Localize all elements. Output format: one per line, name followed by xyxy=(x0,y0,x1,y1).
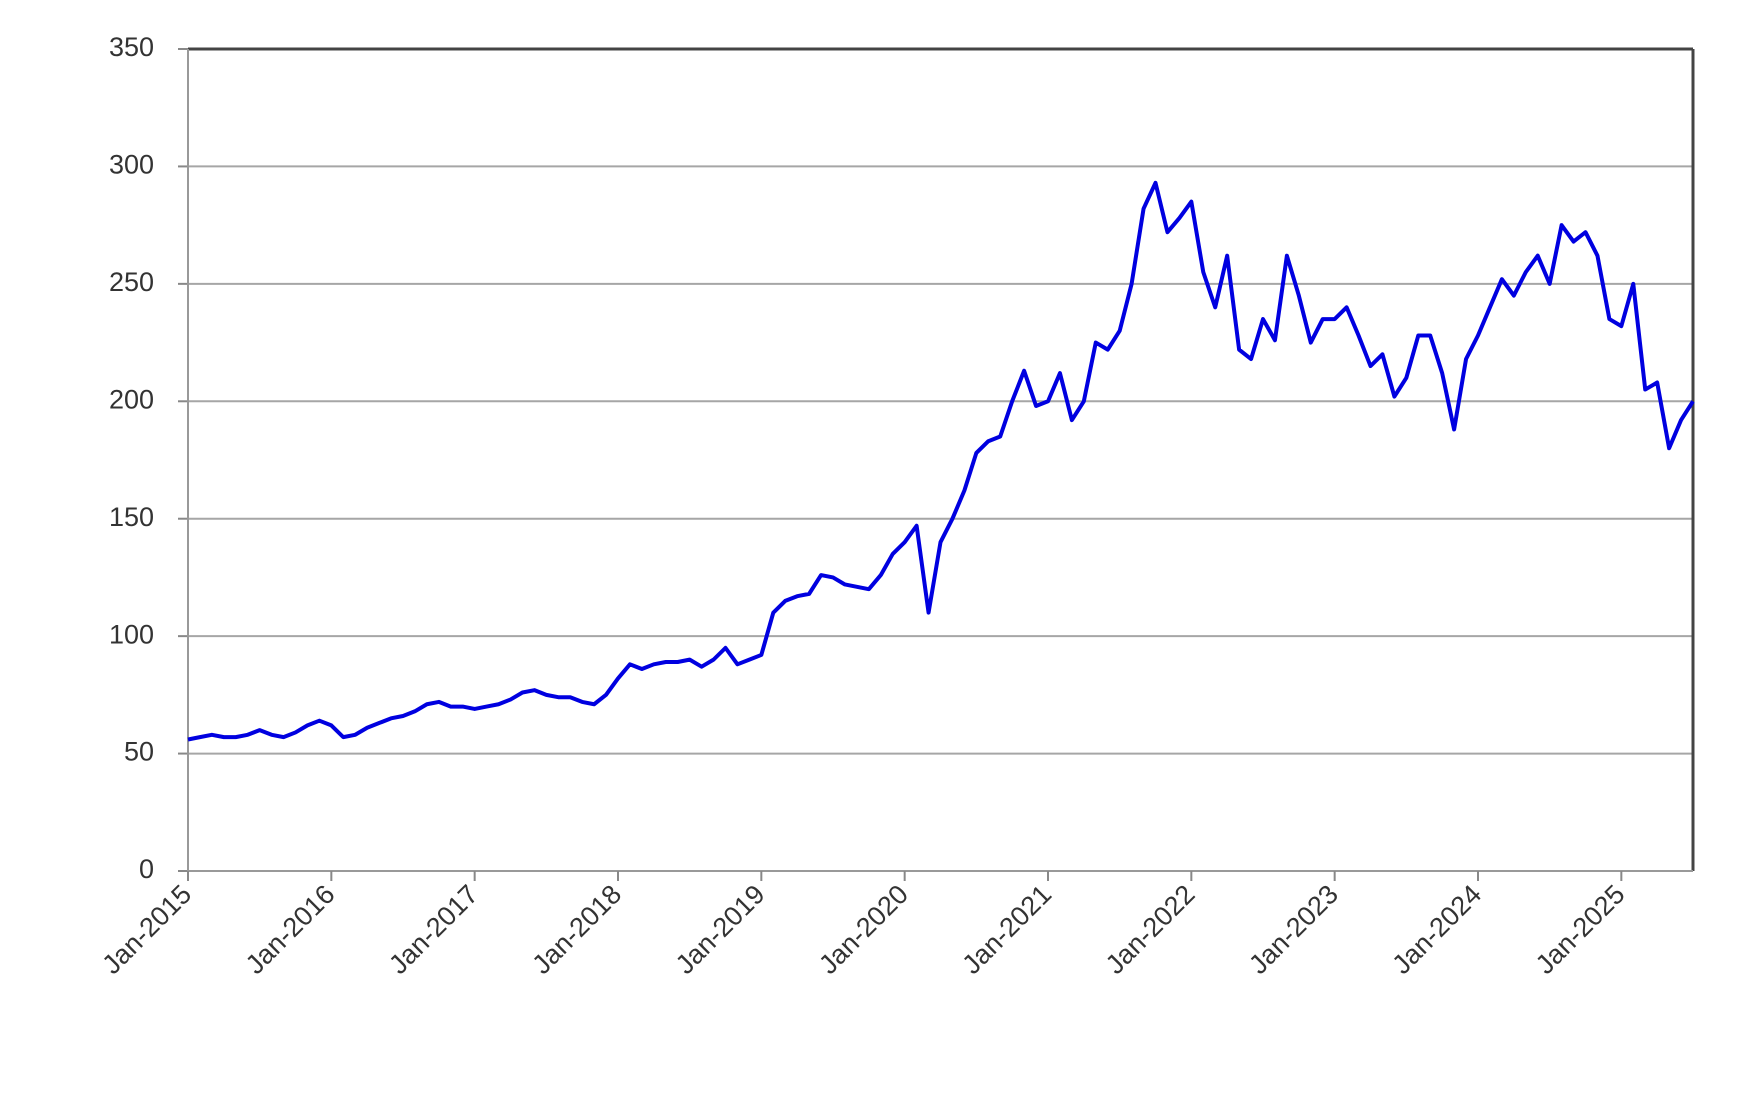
x-tick-label: Jan-2019 xyxy=(670,879,771,980)
x-tick-label: Jan-2025 xyxy=(1530,879,1631,980)
x-tick-label: Jan-2017 xyxy=(383,879,484,980)
y-tick-label: 150 xyxy=(109,502,154,532)
x-tick-label: Jan-2021 xyxy=(956,879,1057,980)
y-tick-label: 100 xyxy=(109,619,154,649)
y-tick-label: 200 xyxy=(109,384,154,414)
y-tick-label: 350 xyxy=(109,32,154,62)
y-tick-label: 250 xyxy=(109,267,154,297)
x-tick-label: Jan-2024 xyxy=(1386,879,1487,980)
y-tick-label: 50 xyxy=(124,737,154,767)
data-line xyxy=(187,180,1695,742)
y-tick-label: 0 xyxy=(139,854,154,884)
x-tick-label: Jan-2015 xyxy=(96,879,197,980)
x-tick-label: Jan-2023 xyxy=(1243,879,1344,980)
x-tick-label: Jan-2016 xyxy=(240,879,341,980)
x-tick-label: Jan-2022 xyxy=(1100,879,1201,980)
x-tick-label: Jan-2018 xyxy=(526,879,627,980)
y-tick-label: 300 xyxy=(109,150,154,180)
x-tick-label: Jan-2020 xyxy=(813,879,914,980)
